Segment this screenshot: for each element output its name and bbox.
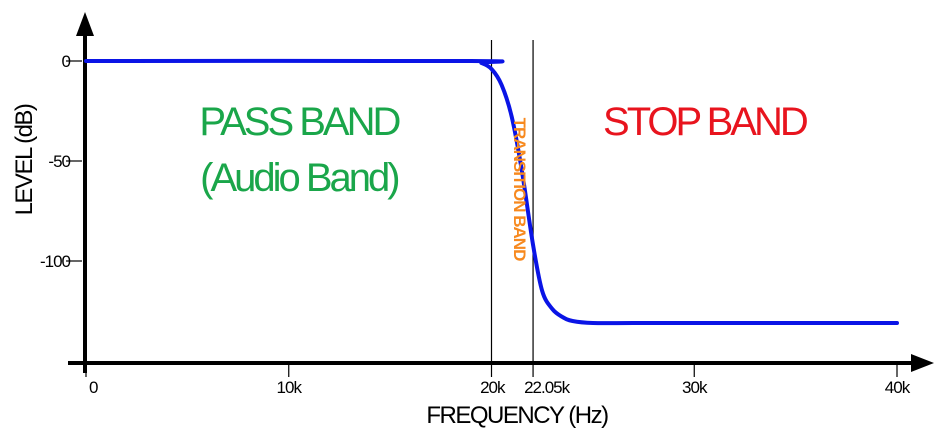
- filter-response-curve: [84, 58, 899, 326]
- x-tick-label-4: 30k: [682, 378, 708, 397]
- x-tick-label-1: 10k: [277, 378, 303, 397]
- x-axis-title: FREQUENCY (Hz): [426, 402, 608, 429]
- x-tick-label-2: 20k: [480, 378, 506, 397]
- y-tick-label-1: -50: [48, 152, 70, 171]
- annotations: PASS BAND (Audio Band) STOP BAND TRANSITION…: [199, 100, 809, 261]
- y-tick-label-0: 0: [62, 52, 71, 71]
- annotation-0: PASS BAND: [199, 100, 399, 144]
- x-tick-label-5: 40k: [885, 378, 911, 397]
- x-axis-arrow: [911, 354, 934, 372]
- y-axis-title: LEVEL (dB): [11, 104, 38, 215]
- series-group: [84, 58, 899, 326]
- tick-labels: 0 -50 -100 0 10k 20k 22.05k 30k 40k: [40, 52, 912, 397]
- annotation-transition-band: TRANSITION BAND: [510, 118, 529, 261]
- y-tick-label-2: -100: [40, 252, 71, 271]
- y-axis-arrow: [76, 12, 94, 36]
- annotation-1: (Audio Band): [200, 156, 398, 200]
- transition-band-markers: [490, 40, 534, 363]
- axes: [68, 12, 934, 373]
- annotation-2: STOP BAND: [603, 100, 807, 144]
- x-tick-label-0: 0: [89, 378, 98, 397]
- x-tick-label-3: 22.05k: [524, 378, 571, 397]
